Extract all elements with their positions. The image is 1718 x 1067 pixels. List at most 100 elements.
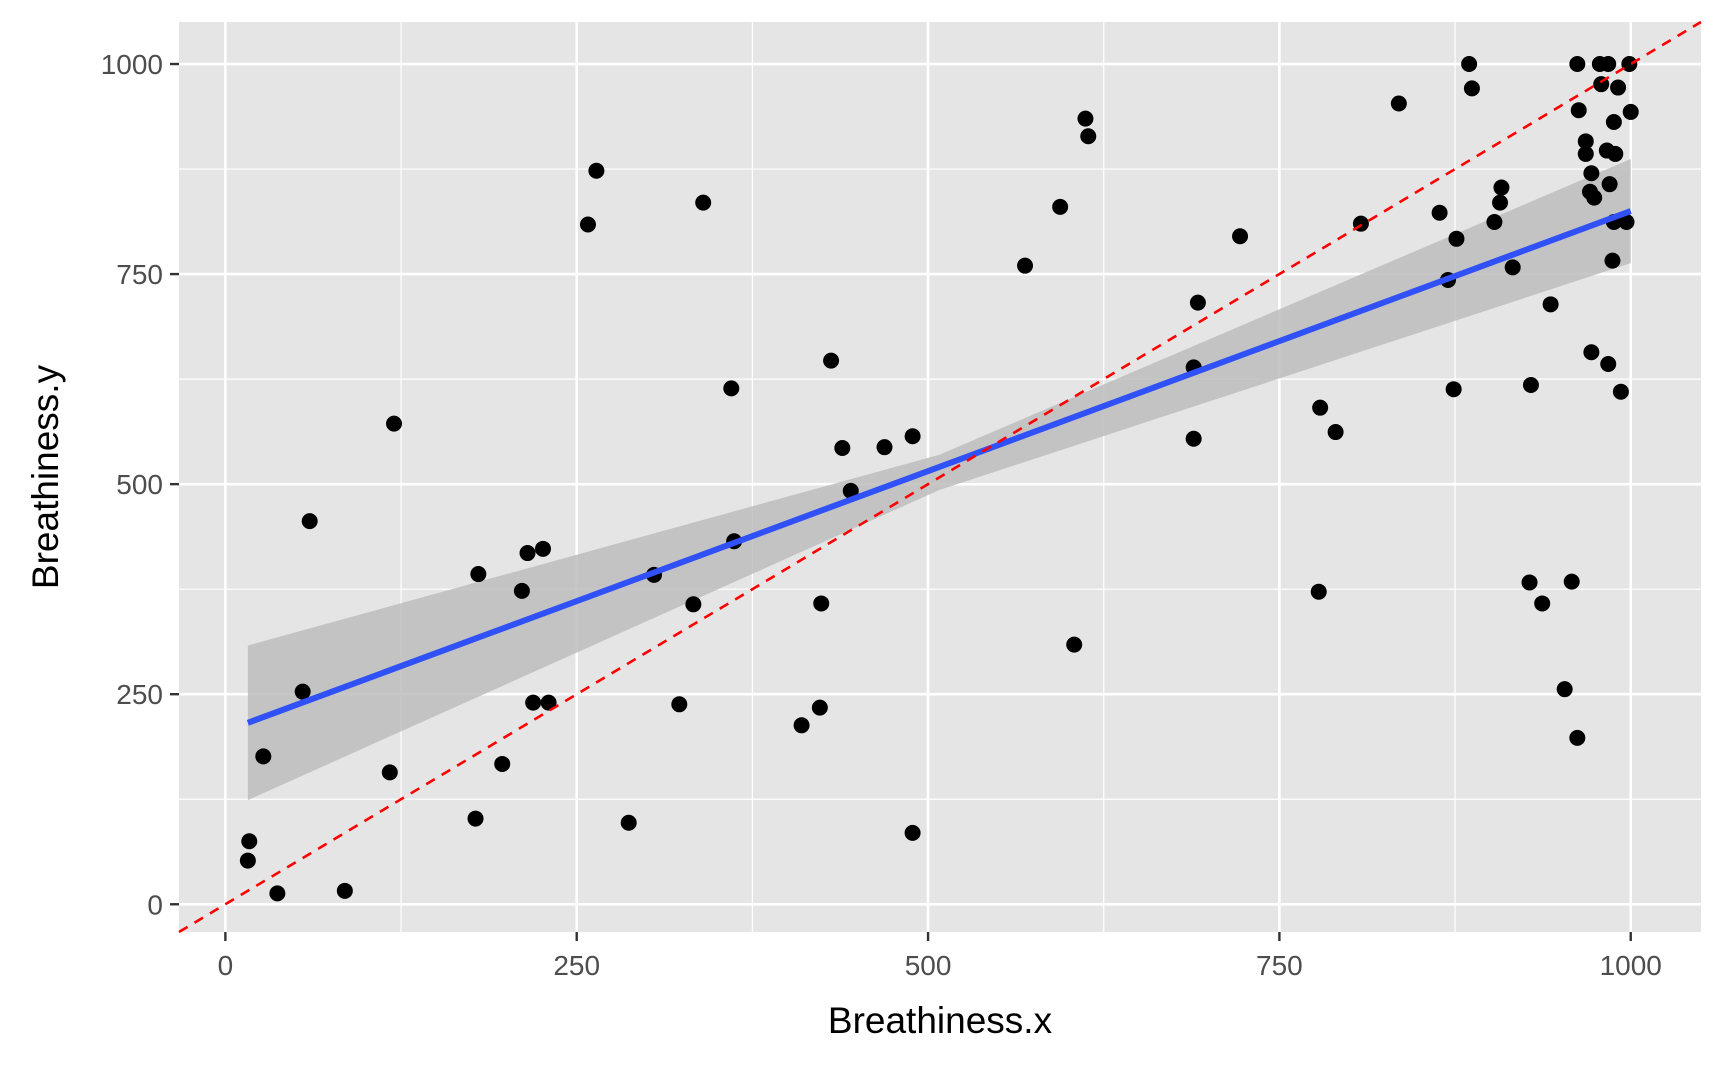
data-point [1052, 198, 1069, 215]
data-point [1232, 228, 1249, 245]
data-point [1570, 102, 1587, 119]
y-tick-label: 750 [116, 259, 163, 290]
data-point [1077, 110, 1094, 127]
data-point [540, 694, 557, 711]
data-point [1618, 213, 1635, 230]
data-point [1504, 259, 1521, 276]
data-point [671, 696, 688, 713]
identity-line [178, 20, 1702, 934]
regression-line [246, 208, 1632, 726]
x-axis-ticks: 0 250 500 750 1000 [218, 932, 1662, 981]
data-point [525, 694, 542, 711]
data-point [1431, 204, 1448, 221]
data-point [1327, 424, 1344, 441]
y-axis-ticks: 0 250 500 750 1000 [101, 49, 179, 920]
y-tick-label: 250 [116, 679, 163, 710]
data-point [1569, 56, 1586, 73]
data-point [1448, 230, 1465, 247]
data-point [1463, 80, 1480, 97]
data-point [1521, 574, 1538, 591]
data-point [1577, 145, 1594, 162]
data-point [1600, 56, 1617, 73]
data-point [723, 380, 740, 397]
data-point [1522, 376, 1539, 393]
data-point [1312, 399, 1329, 416]
confidence-band [247, 158, 1631, 801]
data-point [1604, 252, 1621, 269]
data-point [494, 755, 511, 772]
data-point [1586, 189, 1603, 206]
data-point [823, 352, 840, 369]
data-point [1600, 355, 1617, 372]
data-point [1066, 636, 1083, 653]
data-point [1185, 430, 1202, 447]
data-point [239, 852, 256, 869]
data-point [1461, 56, 1478, 73]
data-point [1445, 381, 1462, 398]
data-point [381, 764, 398, 781]
x-axis-title: Breathiness.x [828, 1000, 1053, 1041]
x-tick-label: 500 [905, 950, 952, 981]
data-point [1492, 194, 1509, 211]
data-point [1534, 595, 1551, 612]
data-point [1556, 681, 1573, 698]
data-point [519, 545, 536, 562]
fit-line-layer [246, 208, 1632, 726]
minor-gridlines [179, 22, 1701, 932]
data-point [1310, 583, 1327, 600]
data-point [1569, 729, 1586, 746]
x-tick-label: 250 [553, 950, 600, 981]
y-tick-label: 1000 [101, 49, 163, 80]
data-point [813, 595, 830, 612]
data-point [294, 683, 311, 700]
data-point [470, 566, 487, 583]
data-point [1622, 103, 1639, 120]
y-axis-title: Breathiness.y [25, 364, 66, 589]
data-point [695, 194, 712, 211]
confidence-band-layer [247, 158, 1631, 801]
data-point [904, 428, 921, 445]
x-tick-label: 1000 [1600, 950, 1662, 981]
data-point [269, 885, 286, 902]
y-tick-label: 0 [147, 889, 163, 920]
data-point [513, 582, 530, 599]
data-point [876, 439, 893, 456]
x-tick-label: 750 [1256, 950, 1303, 981]
data-point [1610, 79, 1627, 96]
data-point [1607, 145, 1624, 162]
identity-line-layer [178, 20, 1702, 934]
data-point [1493, 179, 1510, 196]
data-point [579, 216, 596, 233]
data-point [620, 814, 637, 831]
data-point [1583, 165, 1600, 182]
data-point [1583, 344, 1600, 361]
data-point [1486, 213, 1503, 230]
data-point [241, 833, 258, 850]
x-tick-label: 0 [218, 950, 234, 981]
data-point [386, 415, 403, 432]
data-point [834, 440, 851, 457]
data-point [588, 162, 605, 179]
data-point [336, 882, 353, 899]
data-point [685, 596, 702, 613]
data-point [1577, 133, 1594, 150]
data-point [1390, 95, 1407, 112]
data-point [534, 540, 551, 557]
data-point [467, 810, 484, 827]
points-layer [239, 56, 1639, 902]
data-point [793, 717, 810, 734]
data-point [904, 824, 921, 841]
data-point [301, 513, 318, 530]
data-point [1080, 128, 1097, 145]
data-point [1189, 294, 1206, 311]
data-point [1017, 257, 1034, 274]
y-tick-label: 500 [116, 469, 163, 500]
data-point [1605, 113, 1622, 130]
data-point [255, 748, 272, 765]
data-point [1621, 56, 1638, 73]
data-point [1601, 176, 1618, 193]
data-point [811, 699, 828, 716]
data-point [842, 482, 859, 499]
